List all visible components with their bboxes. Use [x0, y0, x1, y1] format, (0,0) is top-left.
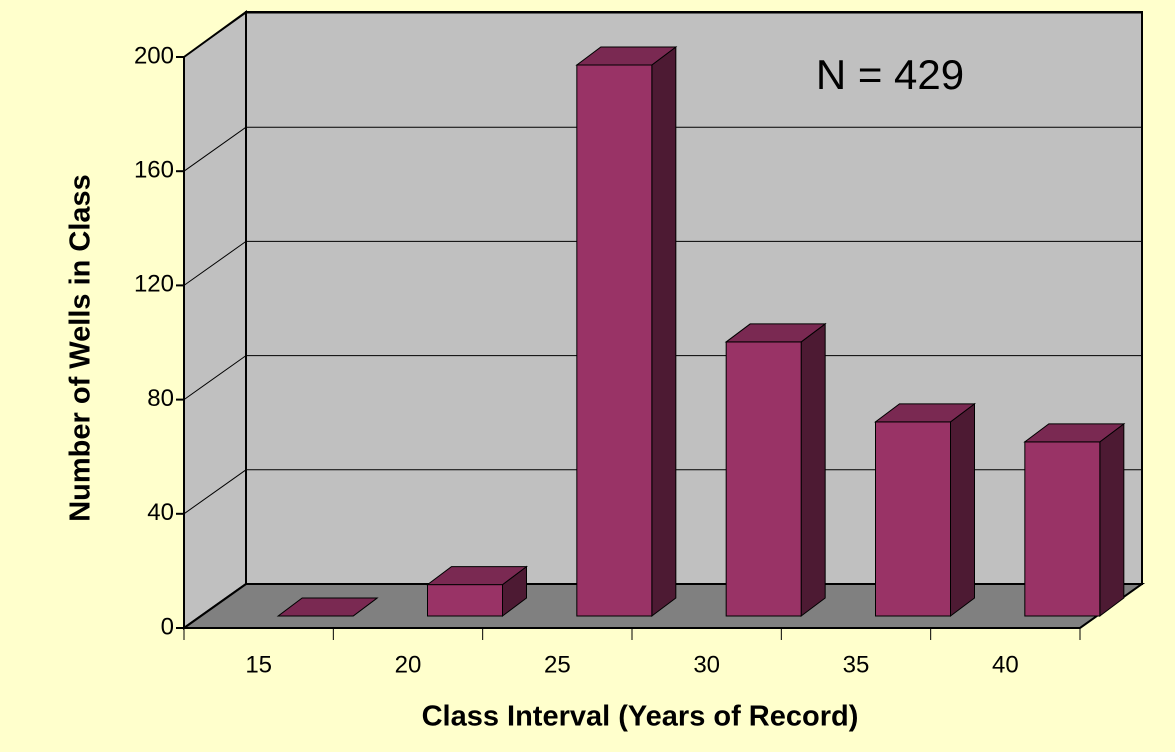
- bar-side: [950, 402, 975, 617]
- axis-labels: 0 40 80 120 160 200 15 20 25 30 35 40: [134, 42, 1081, 678]
- grid-line: [183, 469, 247, 515]
- y-tick-label: 0: [161, 613, 174, 640]
- y-axis-title: Number of Wells in Class: [65, 174, 97, 522]
- annotation: N = 429: [816, 51, 964, 98]
- bar-side: [1099, 422, 1125, 617]
- y-tick-label: 80: [147, 385, 174, 412]
- bar: [875, 421, 951, 617]
- y-tick-label: 160: [134, 157, 174, 184]
- bar-top: [874, 403, 976, 423]
- grid-line: [183, 355, 247, 401]
- back-wall: [245, 11, 1143, 585]
- x-tick-label: 25: [544, 651, 571, 678]
- x-tick-label: 40: [992, 651, 1019, 678]
- x-tick-label: 30: [693, 651, 720, 678]
- bar: [427, 584, 503, 617]
- bar-top: [724, 323, 827, 343]
- x-tick-label: 35: [843, 651, 870, 678]
- left-wall: [183, 10, 247, 630]
- bar: [576, 64, 653, 617]
- x-tick-label: 20: [395, 651, 422, 678]
- x-axis-title: Class Interval (Years of Record): [422, 701, 859, 733]
- grid-line: [183, 126, 247, 172]
- bar: [1024, 441, 1101, 617]
- bar: [725, 341, 802, 617]
- bar-top: [575, 46, 678, 66]
- bar-top: [1023, 423, 1126, 443]
- y-tick-label: 200: [134, 42, 174, 69]
- y-tick-label: 120: [134, 271, 174, 298]
- bars: [276, 45, 1126, 617]
- grid-line: [183, 12, 247, 58]
- y-tick-label: 40: [147, 499, 174, 526]
- bar-top: [426, 566, 528, 586]
- grid-line: [183, 240, 247, 286]
- grid: [183, 12, 1142, 515]
- bar-top: [276, 597, 379, 617]
- x-tick-label: 15: [245, 651, 272, 678]
- bar-side: [651, 45, 677, 617]
- bar-side: [800, 322, 826, 617]
